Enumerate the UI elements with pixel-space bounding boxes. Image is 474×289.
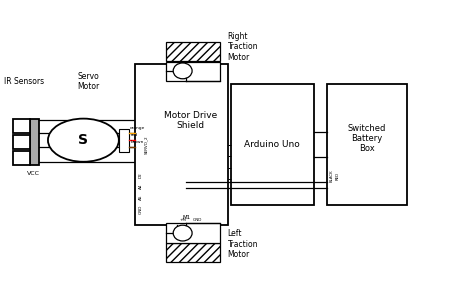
- Text: S: S: [78, 133, 89, 147]
- Text: BLACK: BLACK: [329, 170, 334, 182]
- Ellipse shape: [173, 225, 192, 241]
- Text: Right
Traction
Motor: Right Traction Motor: [228, 32, 258, 62]
- Bar: [166, 42, 220, 61]
- Ellipse shape: [173, 63, 192, 79]
- Text: Motor Drive
Shield: Motor Drive Shield: [164, 111, 217, 130]
- Text: brown: brown: [130, 140, 144, 144]
- Bar: [30, 119, 39, 165]
- Bar: [166, 223, 220, 243]
- Text: red: red: [130, 133, 137, 137]
- Text: Arduino Uno: Arduino Uno: [244, 140, 300, 149]
- Bar: [136, 64, 228, 225]
- Text: SERVO_2: SERVO_2: [144, 135, 148, 154]
- Text: Servo
Motor: Servo Motor: [77, 72, 99, 91]
- Text: Switched
Battery
Box: Switched Battery Box: [348, 124, 386, 153]
- Bar: [166, 243, 220, 262]
- Text: VCC: VCC: [27, 171, 40, 176]
- Text: Left
Traction
Motor: Left Traction Motor: [228, 229, 258, 259]
- Bar: [231, 84, 314, 205]
- Bar: [12, 135, 30, 149]
- Text: M2: M2: [182, 69, 190, 74]
- Text: orange: orange: [130, 125, 146, 129]
- Circle shape: [48, 118, 119, 162]
- Text: IR Sensors: IR Sensors: [4, 77, 45, 86]
- Text: A4: A4: [139, 184, 143, 189]
- Text: D2: D2: [139, 172, 143, 177]
- Bar: [12, 119, 30, 133]
- Text: RED: RED: [335, 172, 339, 180]
- Text: GND: GND: [139, 205, 143, 214]
- Text: +M: +M: [180, 218, 187, 222]
- Bar: [119, 129, 129, 152]
- Text: GND: GND: [192, 218, 202, 222]
- Text: M1: M1: [182, 215, 190, 220]
- Bar: [327, 84, 407, 205]
- Bar: [12, 151, 30, 165]
- Text: A5: A5: [139, 195, 143, 201]
- Bar: [166, 62, 220, 81]
